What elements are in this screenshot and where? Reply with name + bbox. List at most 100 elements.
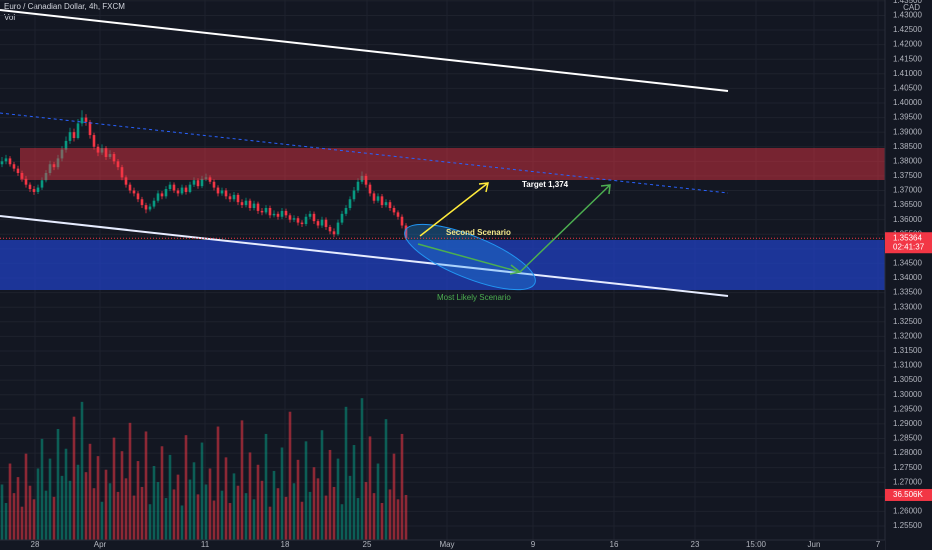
x-tick-label: May [439,540,454,549]
candle-body [96,146,100,153]
candle-body [212,181,216,188]
dashed-trend-line [0,112,729,194]
candle-body [56,158,60,168]
volume-bar [248,452,252,540]
volume-bar [296,459,300,540]
candle-body [304,216,308,225]
x-tick-label: 18 [281,540,290,549]
candle-body [360,175,364,182]
volume-bar [392,453,396,540]
candle-body [216,187,220,194]
candle-body [356,181,360,191]
candle-body [164,189,168,197]
volume-bar [324,495,328,540]
candle-body [184,187,188,192]
volume-bar [144,431,148,540]
volume-bar [256,464,260,540]
volume-bar [204,484,208,540]
second-scenario-label: Second Scenario [446,228,511,237]
volume-bar [52,496,56,540]
candle-body [40,180,44,188]
y-tick-label: 1.39000 [893,127,922,136]
candle-body [316,221,320,226]
volume-bar [148,504,152,540]
volume-bar [140,486,144,540]
volume-bar [224,457,228,540]
candle-body [284,210,288,216]
volume-bar [292,483,296,540]
volume-bar [116,491,120,540]
candle-body [68,132,72,141]
candle-body [352,190,356,200]
volume-bar [376,463,380,540]
x-tick-label: 9 [531,540,536,549]
candle-body [16,168,20,173]
volume-bar [192,462,196,540]
candle-body [4,158,8,162]
y-tick-label: 1.31500 [893,346,922,355]
volume-bar [112,437,116,540]
y-tick-label: 1.30000 [893,390,922,399]
candle-body [392,208,396,213]
volume-bar [32,499,36,540]
volume-bar [184,435,188,540]
volume-bar [176,474,180,540]
volume-bar [16,477,20,540]
volume-bar [252,499,256,540]
volume-bar [356,498,360,540]
y-tick-label: 1.28000 [893,448,922,457]
volume-bar [76,464,80,540]
candle-body [24,178,28,185]
volume-bar [368,436,372,540]
volume-bar [64,448,68,540]
price-axis [885,0,932,550]
y-tick-label: 1.34000 [893,273,922,282]
volume-bar [236,485,240,540]
candle-body [204,177,208,179]
y-tick-label: 1.27000 [893,477,922,486]
candle-body [260,210,264,213]
candle-body [376,196,380,201]
candle-body [0,161,4,165]
volume-bar [4,503,8,540]
volume-bar [264,433,268,540]
candle-body [228,196,232,200]
y-tick-label: 1.30500 [893,375,922,384]
y-tick-label: 1.25500 [893,521,922,530]
candle-body [36,187,40,192]
candle-body [384,202,388,206]
y-tick-label: 1.29500 [893,404,922,413]
candle-body [388,202,392,209]
volume-bar [396,499,400,540]
x-tick-label: 15:00 [746,540,767,549]
candle-body [136,193,140,200]
volume-bar [228,503,232,540]
volume-bar [328,449,332,540]
candle-body [160,193,164,197]
candle-body [52,164,56,168]
volume-bar [180,505,184,540]
candle-body [208,177,212,182]
candle-body [48,164,52,173]
y-tick-label: 1.32000 [893,331,922,340]
volume-bar [152,466,156,540]
candle-body [92,135,96,147]
candle-body [332,231,336,235]
y-tick-label: 1.33500 [893,288,922,297]
volume-bar [308,491,312,540]
volume-bar [300,501,304,540]
y-tick-label: 1.28500 [893,434,922,443]
volume-bar [96,456,100,540]
volume-bar [332,486,336,540]
candle-body [180,187,184,194]
y-tick-label: 1.37500 [893,171,922,180]
y-tick-label: 1.33000 [893,302,922,311]
volume-bar [268,506,272,540]
y-tick-label: 1.36000 [893,215,922,224]
volume-bar [188,479,192,540]
volume-bar [160,446,164,540]
volume-bar [132,495,136,540]
volume-bar [0,484,4,540]
candle-body [224,190,228,197]
